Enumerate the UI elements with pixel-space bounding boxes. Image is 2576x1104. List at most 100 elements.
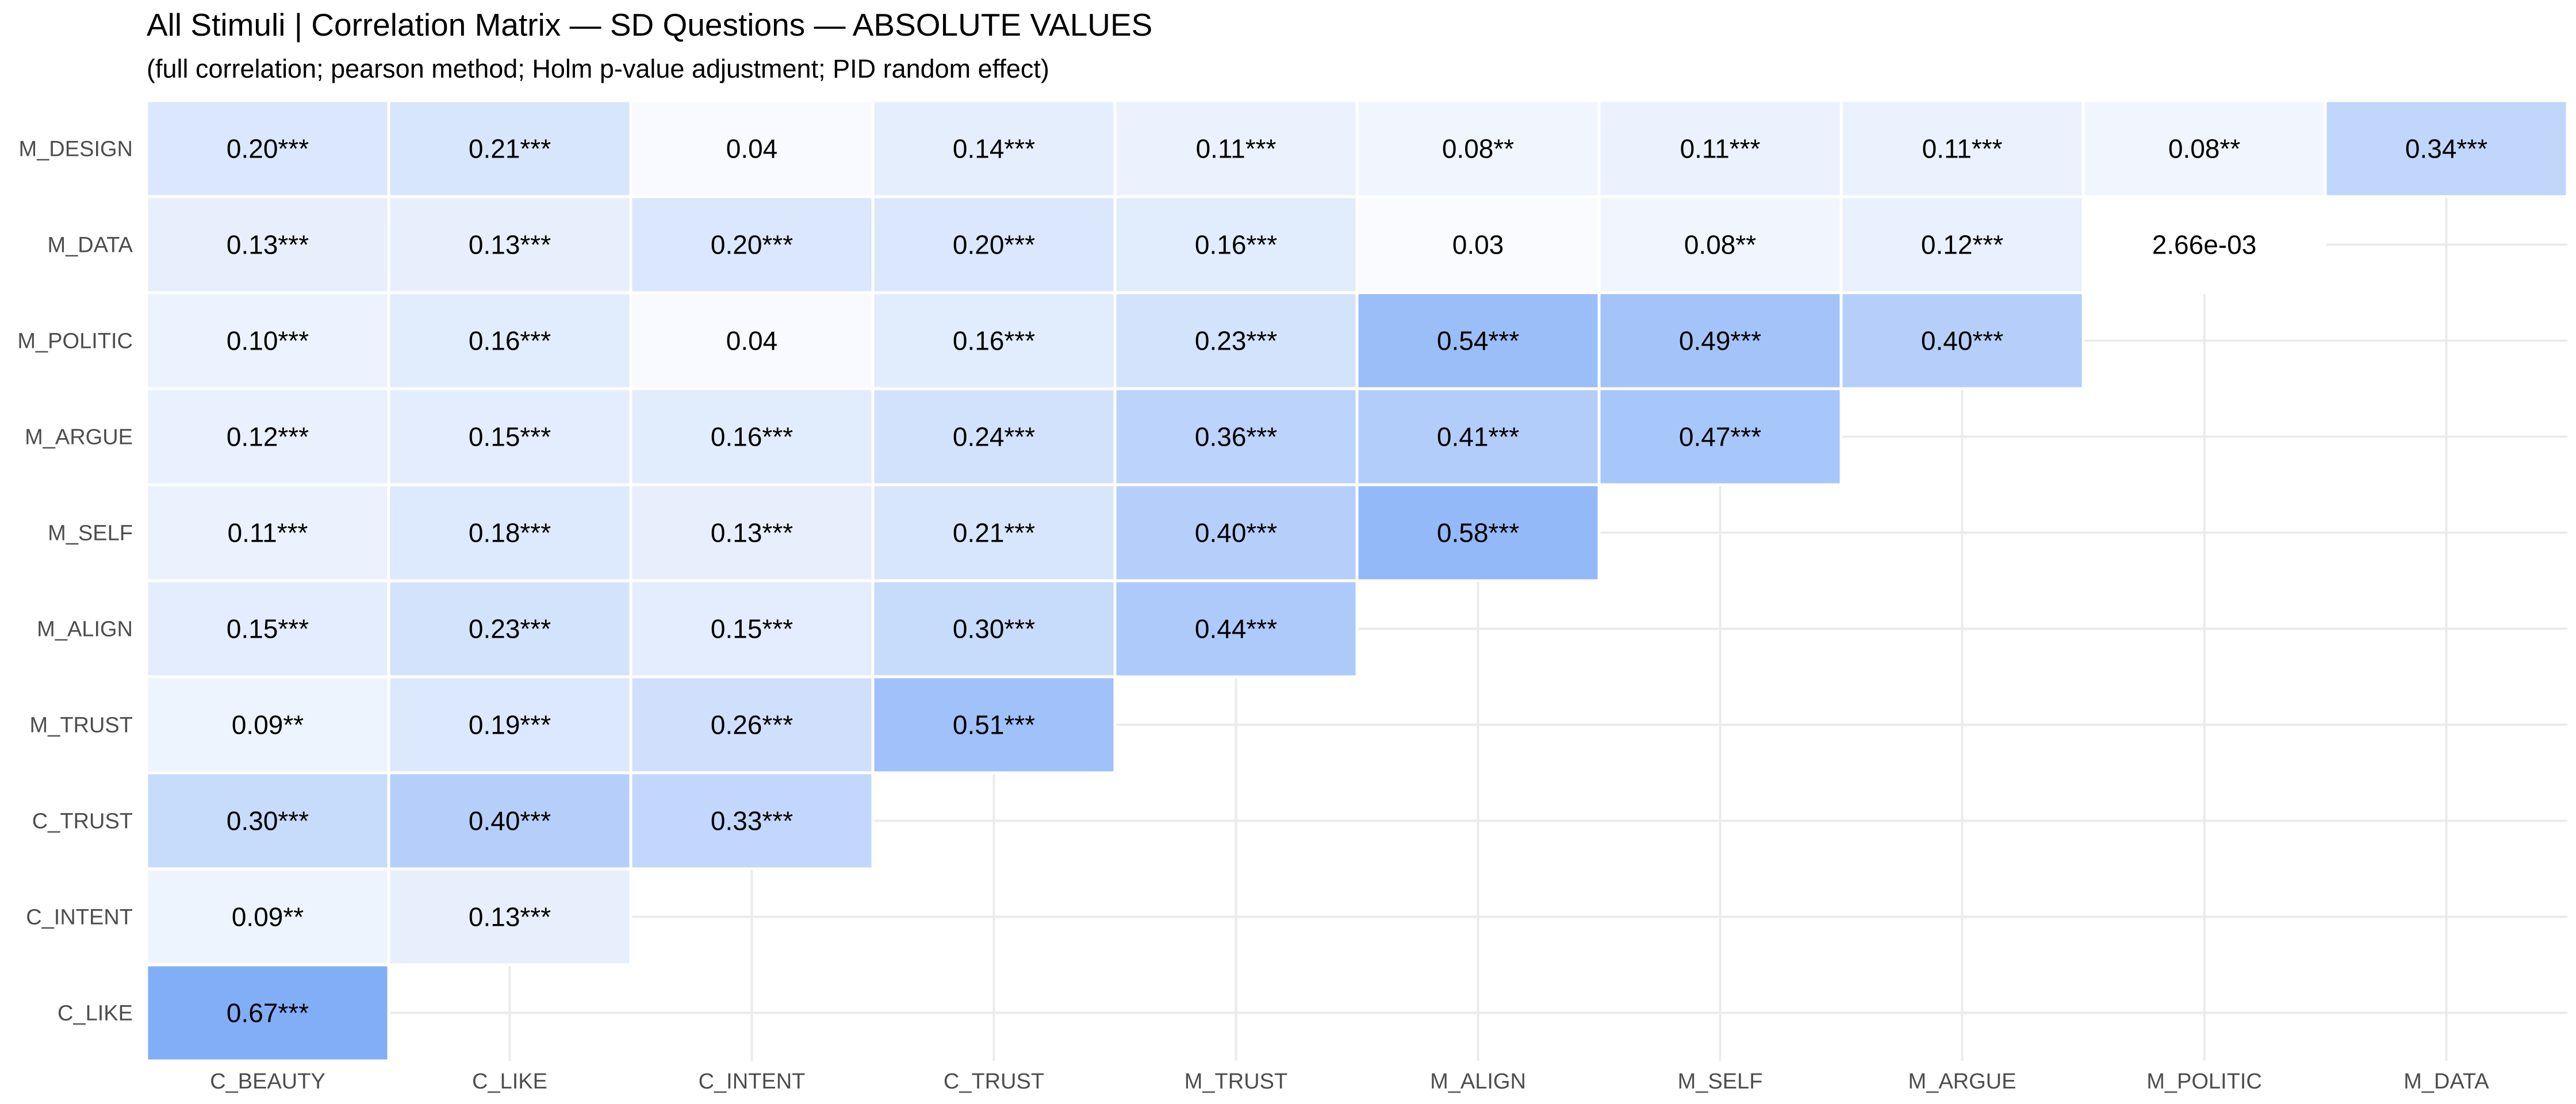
heatmap-cell-m_argue-m_politic: [1839, 291, 2085, 390]
y-tick-label-c_like: C_LIKE: [57, 1002, 133, 1026]
cell-label-m_self-m_argue: 0.47***: [1679, 422, 1761, 452]
heatmap-cell-c_intent-m_data: [629, 195, 875, 294]
cell-label-m_align-m_design: 0.08**: [1442, 134, 1514, 164]
cell-label-c_like-m_self: 0.18***: [469, 518, 551, 548]
x-tick-label-c_intent: C_INTENT: [699, 1070, 806, 1094]
x-tick-label-m_align: M_ALIGN: [1430, 1070, 1526, 1094]
y-tick-label-m_self: M_SELF: [48, 522, 133, 546]
cell-labels: 0.20*** 0.21*** 0.04 0.14*** 0.11*** 0.08** 0.…: [227, 134, 2487, 1028]
cell-label-m_align-m_self: 0.58***: [1437, 518, 1519, 548]
heatmap-cell-c_intent-m_argue: [629, 387, 875, 486]
cell-label-c_intent-m_align: 0.15***: [711, 614, 793, 644]
cell-label-m_argue-m_data: 0.12***: [1921, 230, 2003, 260]
heatmap-cell-m_self-m_argue: [1597, 387, 1843, 486]
cell-label-m_align-m_argue: 0.41***: [1437, 422, 1519, 452]
heatmap-cell-c_trust-m_align: [871, 579, 1117, 678]
chart-title: All Stimuli | Correlation Matrix — SD Qu…: [147, 7, 1152, 43]
cell-label-c_like-m_argue: 0.15***: [469, 422, 551, 452]
heatmap-cell-m_align-m_self: [1355, 483, 1601, 582]
y-tick-label-m_argue: M_ARGUE: [25, 425, 133, 450]
heatmap-cell-c_beauty-c_intent: [145, 867, 390, 967]
y-tick-label-m_data: M_DATA: [48, 233, 133, 258]
cell-label-c_beauty-m_align: 0.15***: [227, 614, 309, 644]
heatmap-cell-c_beauty-m_trust: [145, 675, 390, 775]
cell-label-m_self-m_politic: 0.49***: [1679, 326, 1761, 356]
cell-label-c_beauty-m_argue: 0.12***: [227, 422, 309, 452]
heatmap-cell-m_align-m_politic: [1355, 291, 1601, 390]
heatmap-cell-m_argue-m_design: [1839, 99, 2085, 198]
cell-label-c_trust-m_data: 0.20***: [953, 230, 1035, 260]
cell-label-c_beauty-c_intent: 0.09**: [232, 902, 304, 932]
cell-label-c_trust-m_align: 0.30***: [953, 614, 1035, 644]
y-tick-label-c_trust: C_TRUST: [32, 810, 133, 834]
x-tick-label-m_politic: M_POLITIC: [2146, 1070, 2262, 1094]
cell-label-m_trust-m_align: 0.44***: [1195, 614, 1277, 644]
x-tick-label-m_self: M_SELF: [1678, 1070, 1763, 1094]
heatmap-cell-c_beauty-m_politic: [145, 291, 390, 390]
y-axis-tick-labels: M_DESIGN M_DATA M_POLITIC M_ARGUE M_SELF M_AL…: [17, 137, 133, 1026]
cell-label-c_trust-m_self: 0.21***: [953, 518, 1035, 548]
cell-label-m_self-m_design: 0.11***: [1680, 134, 1761, 164]
y-tick-label-m_design: M_DESIGN: [19, 137, 133, 162]
cell-label-m_align-m_politic: 0.54***: [1437, 326, 1519, 356]
cell-label-c_trust-m_argue: 0.24***: [953, 422, 1035, 452]
x-axis-tick-labels: C_BEAUTY C_LIKE C_INTENT C_TRUST M_TRUST M_AL…: [210, 1070, 2489, 1094]
heatmap-cell-m_data-m_design: [2324, 99, 2569, 198]
x-tick-label-c_trust: C_TRUST: [944, 1070, 1044, 1094]
heatmap-cell-c_beauty-c_like: [145, 963, 390, 1063]
cell-label-m_trust-m_politic: 0.23***: [1195, 326, 1277, 356]
x-tick-label-m_argue: M_ARGUE: [1908, 1070, 2017, 1094]
x-tick-label-c_like: C_LIKE: [472, 1070, 547, 1094]
heatmap-cell-m_align-m_data: [1355, 195, 1601, 294]
cell-label-c_intent-m_data: 0.20***: [711, 230, 793, 260]
heatmap-cell-c_beauty-m_design: [145, 99, 390, 198]
cell-label-c_beauty-c_like: 0.67***: [227, 998, 309, 1028]
cell-label-m_trust-m_data: 0.16***: [1195, 230, 1277, 260]
cell-label-c_like-m_trust: 0.19***: [469, 710, 551, 740]
heatmap-cell-c_like-m_design: [387, 99, 632, 198]
heatmap-cell-c_like-m_data: [387, 195, 632, 294]
chart-subtitle: (full correlation; pearson method; Holm …: [147, 54, 1049, 83]
heatmap-cell-c_like-m_align: [387, 579, 632, 678]
cell-label-c_beauty-m_data: 0.13***: [227, 230, 309, 260]
heatmap-cell-c_trust-m_self: [871, 483, 1117, 582]
cell-label-m_politic-m_data: 2.66e-03: [2152, 230, 2257, 260]
x-tick-label-m_trust: M_TRUST: [1184, 1070, 1287, 1094]
cell-label-c_intent-c_trust: 0.33***: [711, 806, 793, 836]
cell-label-m_politic-m_design: 0.08**: [2168, 134, 2240, 164]
heatmap-cell-c_trust-m_trust: [871, 675, 1117, 775]
y-tick-label-m_align: M_ALIGN: [37, 618, 133, 642]
cell-label-m_trust-m_argue: 0.36***: [1195, 422, 1277, 452]
heatmap-cell-m_trust-m_self: [1113, 483, 1359, 582]
cell-label-c_trust-m_politic: 0.16***: [953, 326, 1035, 356]
cell-label-c_beauty-m_self: 0.11***: [228, 518, 308, 548]
cell-label-c_intent-m_argue: 0.16***: [711, 422, 793, 452]
cell-label-c_trust-m_trust: 0.51***: [953, 710, 1035, 740]
cell-label-c_like-m_politic: 0.16***: [469, 326, 551, 356]
heatmap-cell-m_align-m_argue: [1355, 387, 1601, 486]
heatmap-cells: [145, 99, 2569, 1063]
heatmap-cell-c_intent-m_design: [629, 99, 875, 198]
x-tick-label-m_data: M_DATA: [2404, 1070, 2489, 1094]
cell-label-m_trust-m_design: 0.11***: [1196, 134, 1276, 164]
heatmap-cell-m_politic-m_data: [2082, 195, 2327, 294]
cell-label-m_trust-m_self: 0.40***: [1195, 518, 1277, 548]
cell-label-c_beauty-m_trust: 0.09**: [232, 710, 304, 740]
cell-label-c_like-m_data: 0.13***: [469, 230, 551, 260]
heatmap-cell-c_beauty-m_data: [145, 195, 390, 294]
cell-label-c_intent-m_trust: 0.26***: [711, 710, 793, 740]
cell-label-c_beauty-m_politic: 0.10***: [227, 326, 309, 356]
heatmap-cell-c_like-c_intent: [387, 867, 632, 967]
heatmap-cell-m_argue-m_data: [1839, 195, 2085, 294]
cell-label-c_intent-m_politic: 0.04: [726, 326, 778, 356]
cell-label-c_like-c_trust: 0.40***: [469, 806, 551, 836]
cell-label-m_data-m_design: 0.34***: [2405, 134, 2487, 164]
cell-label-c_beauty-c_trust: 0.30***: [227, 806, 309, 836]
heatmap-cell-c_trust-m_data: [871, 195, 1117, 294]
cell-label-m_self-m_data: 0.08**: [1684, 230, 1756, 260]
y-tick-label-m_politic: M_POLITIC: [17, 329, 133, 354]
cell-label-m_align-m_data: 0.03: [1452, 230, 1504, 260]
cell-label-c_beauty-m_design: 0.20***: [227, 134, 309, 164]
cell-label-c_like-m_design: 0.21***: [469, 134, 551, 164]
